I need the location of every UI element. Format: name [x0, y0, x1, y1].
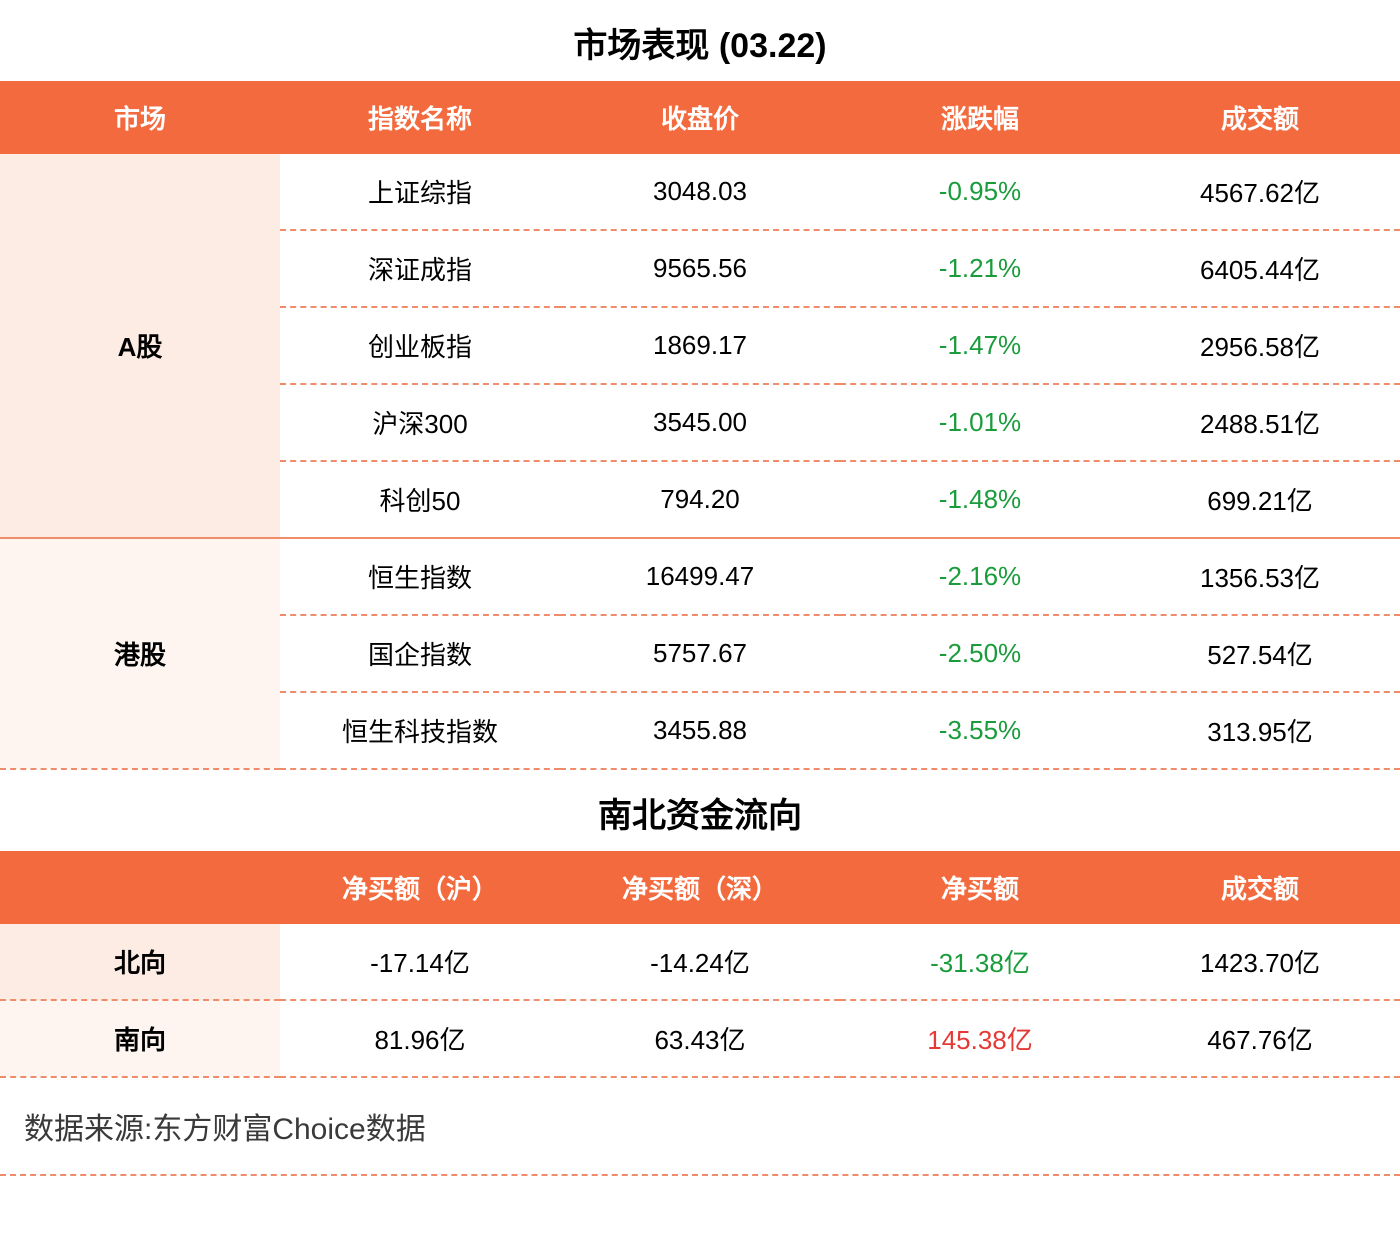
market-cell: 恒生科技指数 — [280, 692, 560, 769]
page-container: 市场表现 (03.22) 市场指数名称收盘价涨跌幅成交额 A股上证综指3048.… — [0, 0, 1400, 1176]
market-cell: 国企指数 — [280, 615, 560, 692]
market-cell: 699.21亿 — [1120, 461, 1400, 538]
market-cell: 2488.51亿 — [1120, 384, 1400, 461]
market-col-header: 涨跌幅 — [840, 81, 1120, 154]
market-cell: -1.01% — [840, 384, 1120, 461]
market-cell: 上证综指 — [280, 154, 560, 230]
flow-row-label: 南向 — [0, 1000, 280, 1077]
market-cell: 恒生指数 — [280, 538, 560, 615]
market-cell: 5757.67 — [560, 615, 840, 692]
market-title: 市场表现 (03.22) — [0, 0, 1400, 81]
market-cell: 794.20 — [560, 461, 840, 538]
market-cell: -1.47% — [840, 307, 1120, 384]
flow-header-row: 净买额（沪）净买额（深）净买额成交额 — [0, 851, 1400, 924]
market-cell: -1.48% — [840, 461, 1120, 538]
market-col-header: 指数名称 — [280, 81, 560, 154]
market-cell: 2956.58亿 — [1120, 307, 1400, 384]
flow-cell: -31.38亿 — [840, 924, 1120, 1000]
market-col-header: 收盘价 — [560, 81, 840, 154]
market-row: A股上证综指3048.03-0.95%4567.62亿 — [0, 154, 1400, 230]
flow-cell: 1423.70亿 — [1120, 924, 1400, 1000]
market-group-label: 港股 — [0, 538, 280, 769]
market-cell: 1356.53亿 — [1120, 538, 1400, 615]
market-cell: 4567.62亿 — [1120, 154, 1400, 230]
flow-col-header — [0, 851, 280, 924]
flow-col-header: 净买额（深） — [560, 851, 840, 924]
market-cell: 9565.56 — [560, 230, 840, 307]
market-cell: -3.55% — [840, 692, 1120, 769]
market-cell: -2.16% — [840, 538, 1120, 615]
market-group-label: A股 — [0, 154, 280, 538]
market-cell: 1869.17 — [560, 307, 840, 384]
flow-cell: 145.38亿 — [840, 1000, 1120, 1077]
market-cell: -1.21% — [840, 230, 1120, 307]
flow-col-header: 成交额 — [1120, 851, 1400, 924]
market-cell: -2.50% — [840, 615, 1120, 692]
market-col-header: 市场 — [0, 81, 280, 154]
market-cell: 6405.44亿 — [1120, 230, 1400, 307]
market-cell: 3048.03 — [560, 154, 840, 230]
market-cell: 16499.47 — [560, 538, 840, 615]
flow-col-header: 净买额（沪） — [280, 851, 560, 924]
data-source-label: 数据来源:东方财富Choice数据 — [0, 1078, 1400, 1176]
flow-cell: -17.14亿 — [280, 924, 560, 1000]
market-cell: 313.95亿 — [1120, 692, 1400, 769]
market-performance-table: 市场指数名称收盘价涨跌幅成交额 A股上证综指3048.03-0.95%4567.… — [0, 81, 1400, 770]
flow-row: 北向-17.14亿-14.24亿-31.38亿1423.70亿 — [0, 924, 1400, 1000]
flow-cell: 81.96亿 — [280, 1000, 560, 1077]
flow-cell: -14.24亿 — [560, 924, 840, 1000]
flow-title: 南北资金流向 — [0, 770, 1400, 851]
market-cell: 527.54亿 — [1120, 615, 1400, 692]
market-row: 港股恒生指数16499.47-2.16%1356.53亿 — [0, 538, 1400, 615]
flow-cell: 467.76亿 — [1120, 1000, 1400, 1077]
capital-flow-table: 净买额（沪）净买额（深）净买额成交额 北向-17.14亿-14.24亿-31.3… — [0, 851, 1400, 1078]
flow-col-header: 净买额 — [840, 851, 1120, 924]
market-cell: 沪深300 — [280, 384, 560, 461]
market-cell: 深证成指 — [280, 230, 560, 307]
flow-row-label: 北向 — [0, 924, 280, 1000]
market-cell: 3545.00 — [560, 384, 840, 461]
market-cell: 3455.88 — [560, 692, 840, 769]
flow-row: 南向81.96亿63.43亿145.38亿467.76亿 — [0, 1000, 1400, 1077]
flow-cell: 63.43亿 — [560, 1000, 840, 1077]
market-cell: -0.95% — [840, 154, 1120, 230]
market-col-header: 成交额 — [1120, 81, 1400, 154]
market-cell: 科创50 — [280, 461, 560, 538]
market-header-row: 市场指数名称收盘价涨跌幅成交额 — [0, 81, 1400, 154]
market-cell: 创业板指 — [280, 307, 560, 384]
